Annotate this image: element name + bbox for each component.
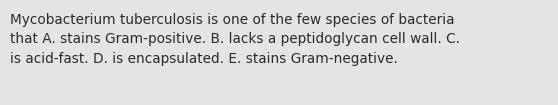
Text: Mycobacterium tuberculosis is one of the few species of bacteria
that A. stains : Mycobacterium tuberculosis is one of the… (10, 13, 460, 66)
